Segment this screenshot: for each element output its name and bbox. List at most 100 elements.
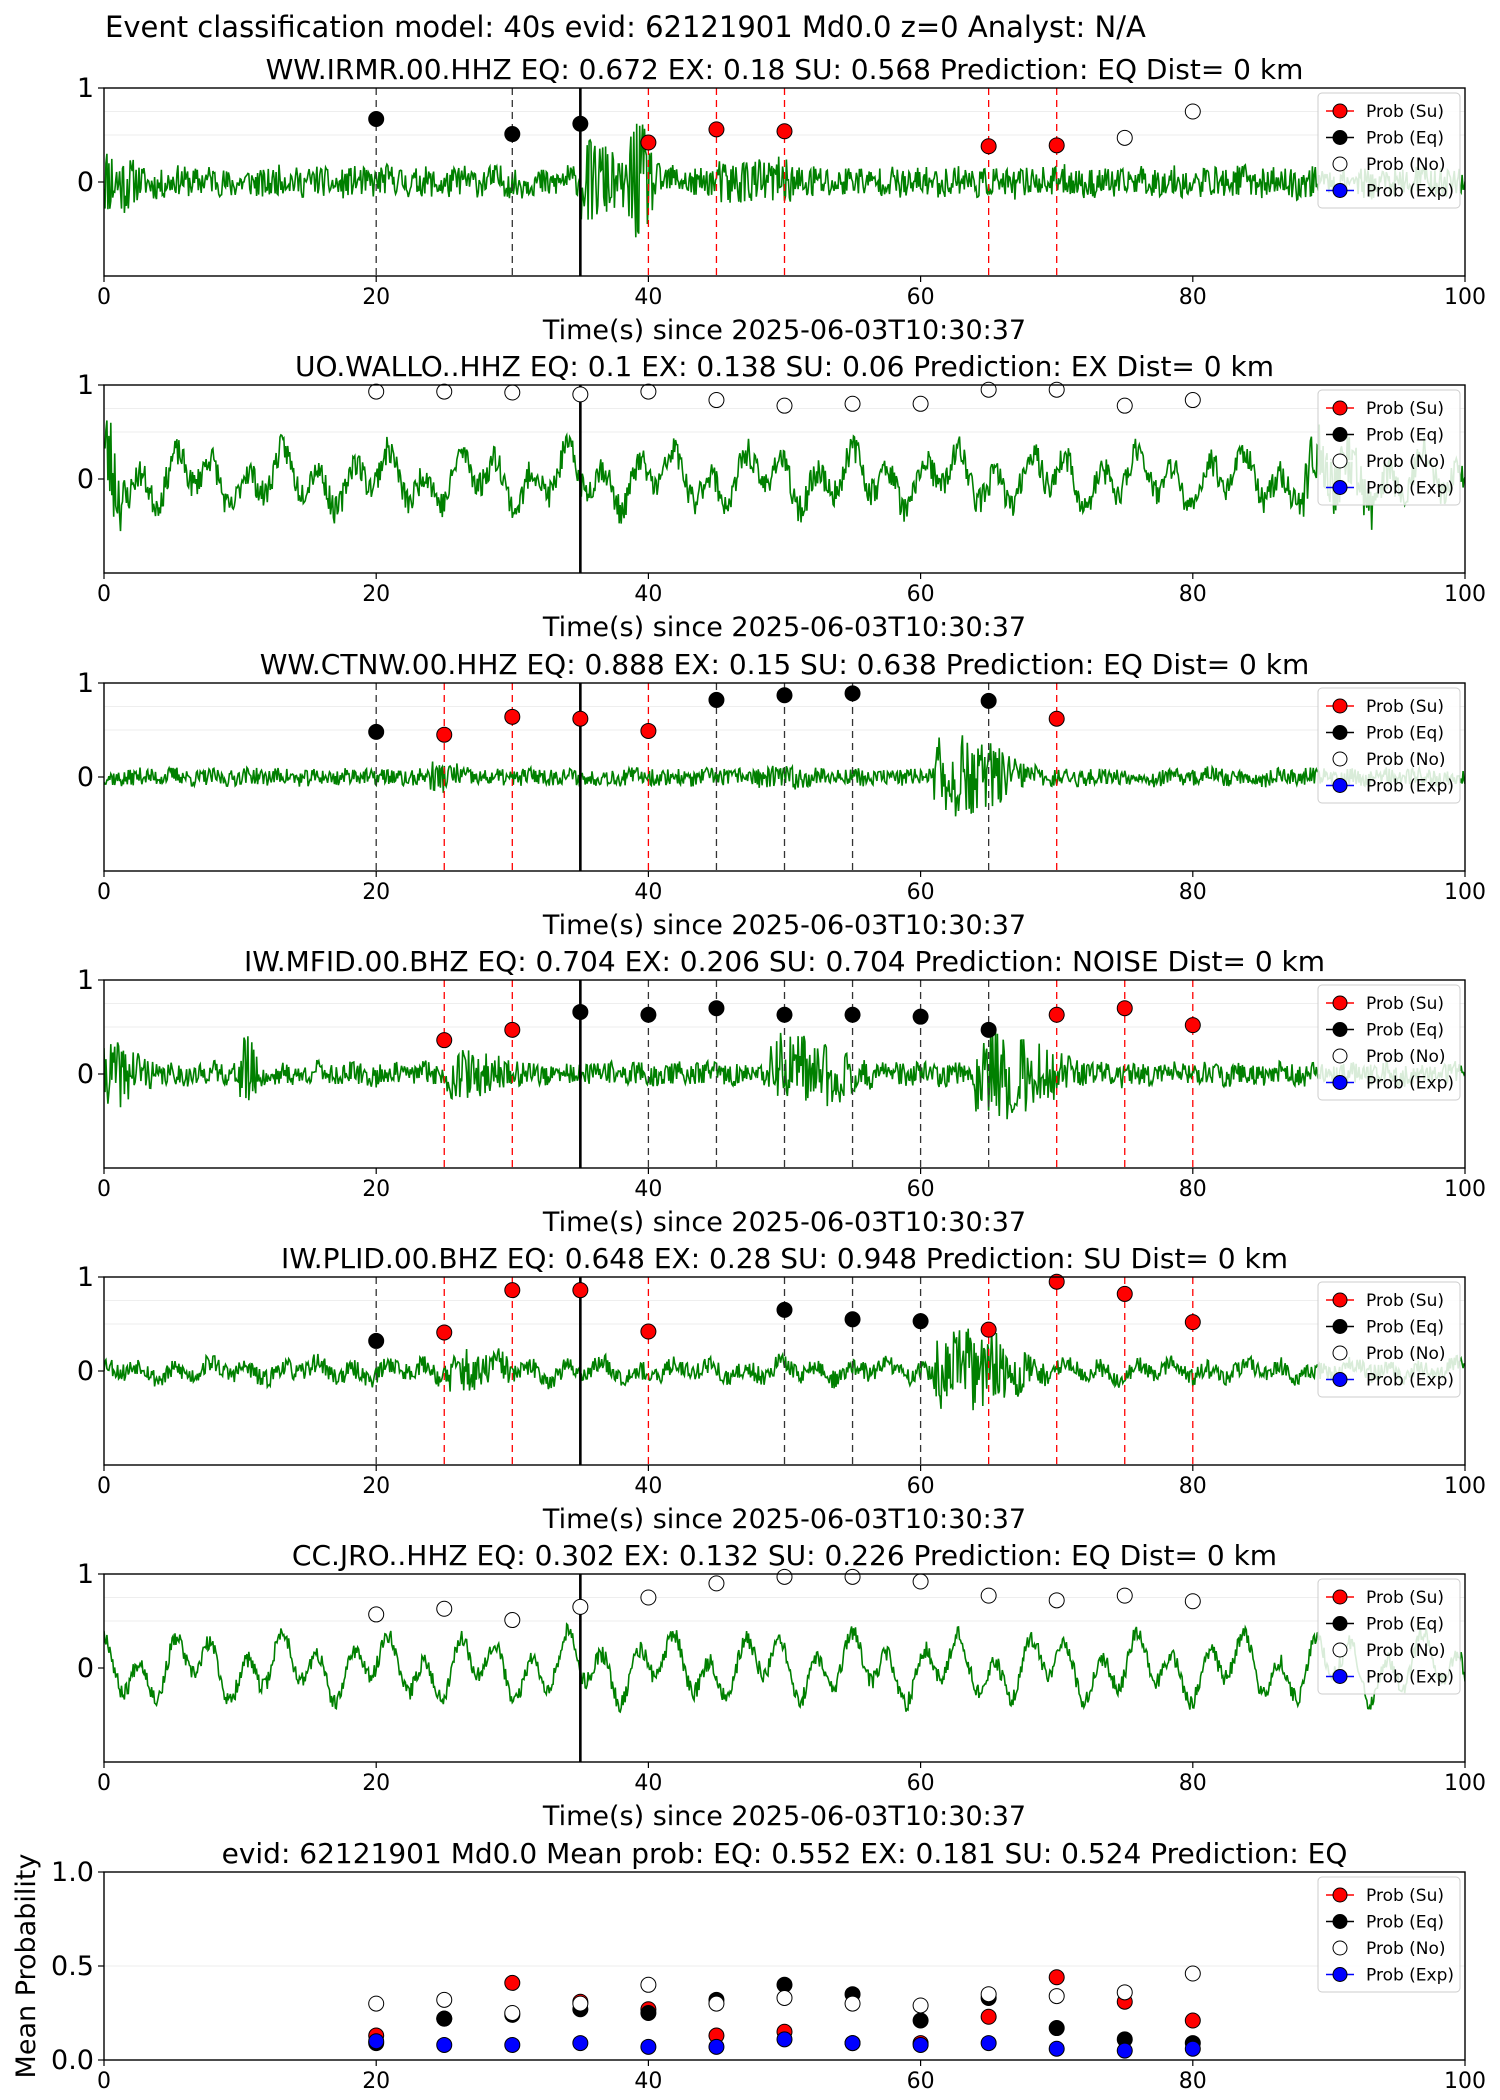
point-su	[436, 1324, 453, 1341]
legend-marker-su	[1332, 103, 1348, 119]
point-eq	[368, 723, 385, 740]
legend-marker-eq	[1332, 1022, 1348, 1037]
point-eq	[572, 115, 589, 132]
point-no	[844, 1568, 861, 1585]
legend-label-eq: Prob (Eq)	[1366, 1913, 1444, 1933]
x-tick-label: 40	[634, 1177, 662, 1202]
legend-marker-eq	[1332, 427, 1348, 442]
legend-label-no: Prob (No)	[1366, 1641, 1446, 1661]
mean-point-exp	[980, 2035, 997, 2052]
legend-label-no: Prob (No)	[1366, 155, 1446, 175]
point-no	[1184, 392, 1201, 409]
y-tick-label: 1	[77, 965, 94, 996]
mean-point-no	[980, 1986, 997, 2003]
x-tick-label: 0	[97, 1177, 111, 1202]
point-su	[1184, 1314, 1201, 1331]
point-su	[708, 121, 725, 138]
legend-box	[1317, 984, 1461, 1101]
legend-label-eq: Prob (Eq)	[1366, 1615, 1444, 1635]
legend-marker-exp	[1332, 480, 1348, 495]
y-tick-label: 0	[77, 1356, 94, 1387]
legend-marker-su	[1332, 1292, 1348, 1308]
legend-label-su: Prob (Su)	[1366, 697, 1444, 717]
point-no	[1184, 1593, 1201, 1610]
point-su	[1048, 1006, 1065, 1023]
panel-title: UO.WALLO..HHZ EQ: 0.1 EX: 0.138 SU: 0.06…	[295, 350, 1274, 383]
point-su	[1048, 1273, 1065, 1290]
legend-marker-no	[1332, 1048, 1348, 1064]
point-su	[572, 710, 589, 727]
legend-label-eq: Prob (Eq)	[1366, 724, 1444, 744]
x-axis-label: Time(s) since 2025-06-03T10:30:37	[542, 612, 1026, 643]
legend-label-exp: Prob (Exp)	[1366, 1966, 1454, 1986]
point-no	[708, 1575, 725, 1592]
point-su	[640, 722, 657, 739]
panel-4: IW.MFID.00.BHZ EQ: 0.704 EX: 0.206 SU: 0…	[77, 945, 1486, 1238]
mean-point-no	[640, 1976, 657, 1993]
x-tick-label: 80	[1179, 880, 1207, 905]
legend-marker-exp	[1332, 1372, 1348, 1387]
mean-point-exp	[844, 2035, 861, 2052]
legend-label-su: Prob (Su)	[1366, 1291, 1444, 1311]
x-tick-label: 100	[1444, 1474, 1486, 1499]
x-tick-label: 20	[362, 1771, 390, 1796]
mean-point-exp	[912, 2036, 929, 2053]
mean-point-no	[708, 1995, 725, 2012]
point-no	[436, 383, 453, 400]
mean-point-eq	[436, 2010, 453, 2027]
point-eq	[776, 687, 793, 704]
waveform-trace	[104, 1622, 1465, 1714]
mean-point-no	[1048, 1988, 1065, 2005]
mean-point-exp	[1184, 2040, 1201, 2057]
legend-marker-no	[1332, 751, 1348, 767]
legend-marker-exp	[1332, 1075, 1348, 1090]
x-tick-label: 60	[907, 582, 935, 607]
point-su	[980, 138, 997, 155]
y-tick-label: 1	[77, 73, 94, 104]
x-tick-label: 80	[1179, 285, 1207, 310]
panel-6: CC.JRO..HHZ EQ: 0.302 EX: 0.132 SU: 0.22…	[77, 1539, 1486, 1832]
point-no	[844, 395, 861, 412]
point-su	[1116, 1285, 1133, 1302]
point-eq	[708, 691, 725, 708]
point-eq	[912, 1008, 929, 1025]
point-eq	[776, 1301, 793, 1318]
x-tick-label: 0	[97, 1474, 111, 1499]
legend-label-su: Prob (Su)	[1366, 1886, 1444, 1906]
point-eq	[980, 692, 997, 709]
point-eq	[844, 1311, 861, 1328]
x-tick-label: 60	[907, 1771, 935, 1796]
x-tick-label: 80	[1179, 1474, 1207, 1499]
x-tick-label: 60	[907, 1474, 935, 1499]
legend-label-exp: Prob (Exp)	[1366, 1074, 1454, 1094]
mean-point-exp	[368, 2033, 385, 2050]
mean-point-su	[1048, 1969, 1065, 1986]
legend-marker-su	[1332, 1589, 1348, 1605]
point-no	[912, 1573, 929, 1590]
x-tick-label: 20	[362, 2069, 390, 2094]
mean-point-exp	[436, 2036, 453, 2053]
x-axis-label: Time(s) since 2025-06-03T10:30:37	[542, 910, 1026, 941]
legend-label-exp: Prob (Exp)	[1366, 182, 1454, 202]
legend-marker-eq	[1332, 1616, 1348, 1631]
mean-point-no	[368, 1995, 385, 2012]
legend-label-eq: Prob (Eq)	[1366, 1318, 1444, 1338]
point-no	[1184, 103, 1201, 120]
x-tick-label: 0	[97, 880, 111, 905]
x-tick-label: 40	[634, 285, 662, 310]
legend-marker-no	[1332, 453, 1348, 469]
y-tick-label: 1	[77, 668, 94, 699]
x-tick-label: 0	[97, 1771, 111, 1796]
legend-label-exp: Prob (Exp)	[1366, 777, 1454, 797]
legend-label-eq: Prob (Eq)	[1366, 129, 1444, 149]
x-tick-label: 20	[362, 1474, 390, 1499]
panel-title: WW.CTNW.00.HHZ EQ: 0.888 EX: 0.15 SU: 0.…	[260, 648, 1310, 681]
legend-marker-no	[1332, 156, 1348, 172]
mean-point-exp	[776, 2031, 793, 2048]
legend-marker-exp	[1332, 183, 1348, 198]
y-tick-label: 0	[77, 167, 94, 198]
legend-label-no: Prob (No)	[1366, 1344, 1446, 1364]
mean-point-no	[504, 2005, 521, 2021]
mean-point-no	[1184, 1965, 1201, 1982]
